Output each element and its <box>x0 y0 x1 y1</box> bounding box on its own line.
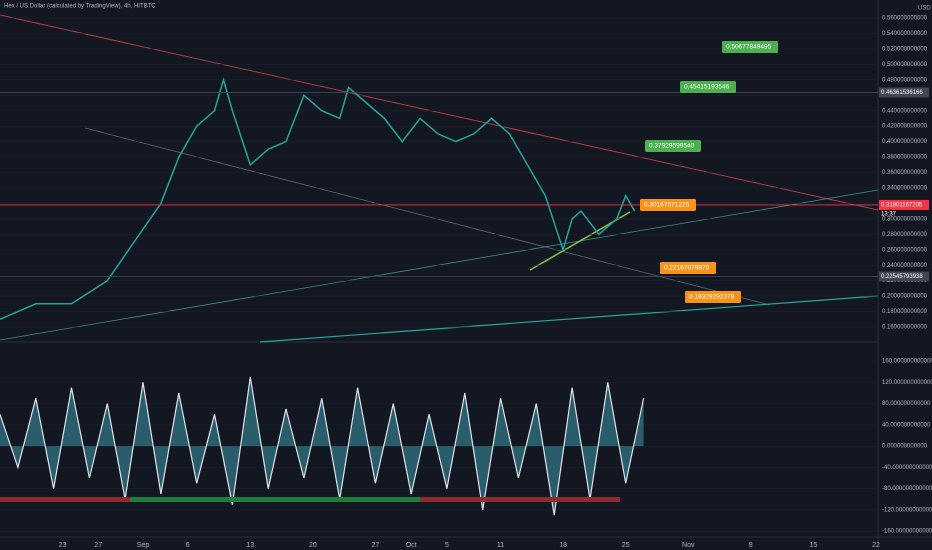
price-label: 0.22545793938 <box>881 274 923 280</box>
y-tick-label: 80.000000000000 <box>882 401 931 407</box>
annotation-box <box>680 81 736 93</box>
currency: USD <box>918 6 931 12</box>
x-tick-label: 5 <box>445 542 449 549</box>
x-tick-label: Nov <box>682 542 695 549</box>
x-tick-label: Oct <box>406 542 417 549</box>
y-tick-label: 40.000000000000 <box>882 422 931 428</box>
y-tick-label: -120.000000000000 <box>882 507 932 513</box>
annotation-box <box>685 291 741 303</box>
y-tick-label: 0.340000000000 <box>882 186 928 192</box>
x-tick-label: 27 <box>372 542 380 549</box>
price-label-box <box>879 271 929 282</box>
x-tick-label: 20 <box>309 542 317 549</box>
x-tick-label: 8 <box>749 542 753 549</box>
y-tick-label: 0.000000000000 <box>882 444 928 450</box>
annotation-box <box>645 140 701 152</box>
y-tick-label: 0.500000000000 <box>882 62 928 68</box>
trend-line <box>0 14 879 211</box>
signal-bar <box>130 497 420 502</box>
x-tick-label: 11 <box>497 542 504 549</box>
y-tick-label: -40.000000000000 <box>882 465 932 471</box>
trend-line <box>84 127 771 306</box>
y-tick-label: 0.360000000000 <box>882 170 928 176</box>
y-tick-label: 0.200000000000 <box>882 294 928 300</box>
annotation-box <box>640 199 696 211</box>
annotation-box <box>660 262 716 274</box>
x-tick-label: 15 <box>810 542 818 549</box>
y-tick-label: 0.180000000000 <box>882 309 928 315</box>
annotation: 0.50677849495 <box>726 44 772 51</box>
annotation: 0.37929599540 <box>649 143 695 150</box>
countdown: 13:37 <box>881 212 897 218</box>
annotation: 0.30167571225 <box>644 202 690 209</box>
x-tick-label: 23 <box>59 542 67 549</box>
price-label-box <box>879 87 929 98</box>
y-tick-label: 0.480000000000 <box>882 77 928 83</box>
chart-title: Hex / US Dollar (calculated by TradingVi… <box>4 4 156 10</box>
y-tick-label: -160.000000000000 <box>882 529 932 535</box>
x-tick-label: 25 <box>622 542 630 549</box>
y-tick-label: 0.160000000000 <box>882 325 928 331</box>
y-tick-label: 120.000000000000 <box>882 380 932 386</box>
y-tick-label: 0.280000000000 <box>882 232 928 238</box>
annotation-box <box>722 41 778 53</box>
trend-line <box>259 295 879 343</box>
x-tick-label: 13 <box>246 542 254 549</box>
price-line <box>0 77 636 320</box>
annotation: 0.22167079870 <box>664 265 710 272</box>
y-tick-label: 0.260000000000 <box>882 247 928 253</box>
x-tick-label: Sep <box>137 542 150 549</box>
x-tick-label: 27 <box>94 542 102 549</box>
x-tick-label: 6 <box>186 542 190 549</box>
y-tick-label: -80.000000000000 <box>882 486 932 492</box>
y-tick-label: 0.540000000000 <box>882 31 928 37</box>
y-tick-label: 0.300000000000 <box>882 216 928 222</box>
y-tick-label: 0.240000000000 <box>882 263 928 269</box>
annotation: 0.45415193546 <box>684 84 730 91</box>
annotation: 0.18329292379 <box>689 294 735 301</box>
y-tick-label: 0.560000000000 <box>882 16 928 22</box>
x-tick-label: 22 <box>872 542 880 549</box>
y-tick-label: 0.520000000000 <box>882 46 928 52</box>
y-tick-label: 0.380000000000 <box>882 155 928 161</box>
y-tick-label: 160.000000000000 <box>882 359 932 365</box>
price-label-box <box>879 199 929 210</box>
y-tick-label: 0.400000000000 <box>882 139 928 145</box>
y-tick-label: 0.420000000000 <box>882 124 928 130</box>
price-label: 0.46361536166 <box>881 90 923 96</box>
oscillator-area <box>0 377 644 516</box>
y-tick-label: 0.440000000000 <box>882 108 928 114</box>
oscillator-line <box>0 377 645 516</box>
price-label: 0.31801167205 <box>881 203 923 209</box>
x-tick-label: 18 <box>559 542 567 549</box>
